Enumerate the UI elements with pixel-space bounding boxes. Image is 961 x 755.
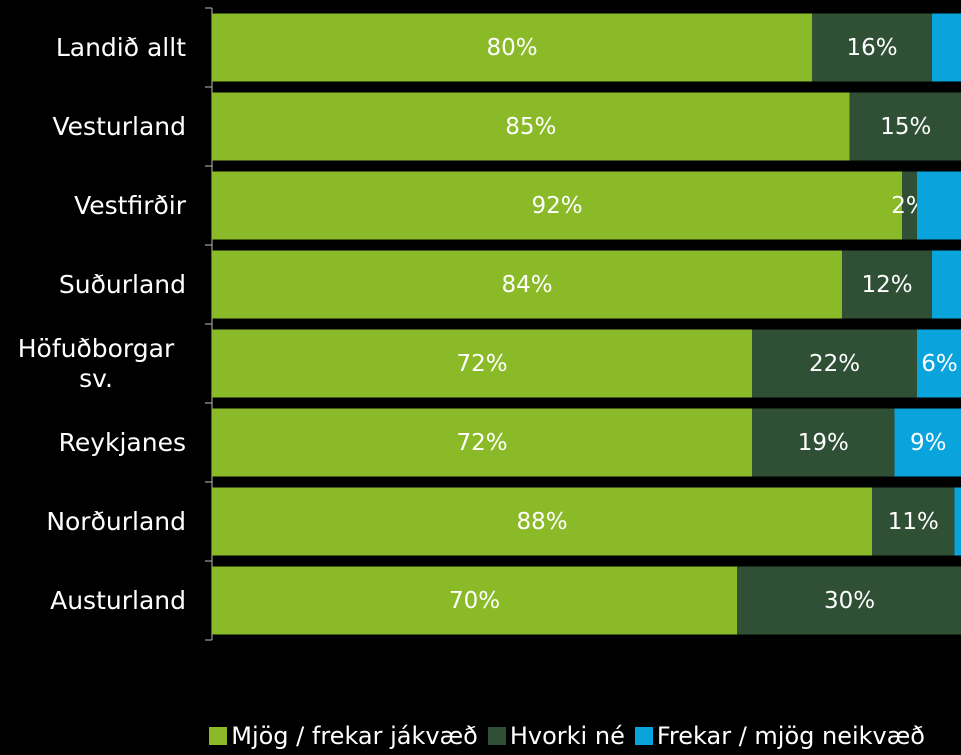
bar-segment	[954, 487, 961, 556]
legend-item: Mjög / frekar jákvæð	[209, 722, 478, 750]
legend-swatch	[487, 727, 506, 745]
bar-segment	[212, 487, 872, 556]
bar-segment	[812, 13, 932, 82]
data-label: 9%	[910, 430, 947, 456]
plot: 80% 16%85% 15%92% 2%84% 12%72% 22% 6%72% 19% 9%8…	[205, 7, 961, 641]
category-label: Höfuðborgar sv.	[17, 333, 175, 393]
category-label: Landið allt	[55, 32, 186, 62]
bar-segment	[752, 408, 895, 477]
data-label: 88%	[516, 509, 567, 535]
bar-segment	[849, 92, 961, 161]
bar-segment	[917, 329, 961, 398]
bar-segment	[212, 171, 902, 240]
legend: Mjög / frekar jákvæð Hvorki né Frekar / mj…	[0, 722, 961, 750]
bar-segment	[212, 408, 752, 477]
bar-segment	[932, 13, 961, 82]
data-label: 11%	[888, 509, 939, 535]
bar-segment	[902, 171, 917, 240]
bar-segment	[917, 171, 961, 240]
legend-label: Hvorki né	[509, 722, 625, 750]
bar-segment	[872, 487, 955, 556]
data-label: 70%	[449, 588, 500, 614]
data-label: 72%	[456, 430, 507, 456]
category-label: Vesturland	[52, 111, 186, 141]
bar-segment	[932, 250, 961, 319]
data-label: 80%	[486, 35, 537, 61]
data-label: 22%	[809, 351, 860, 377]
bar-segment	[752, 329, 917, 398]
legend-label: Frekar / mjög neikvæð	[656, 722, 925, 750]
data-label: 92%	[531, 193, 582, 219]
category-label: Austurland	[50, 585, 186, 615]
data-label: 85%	[505, 114, 556, 140]
bar-segment	[212, 329, 752, 398]
legend-swatch	[634, 727, 653, 745]
data-label: 6%	[921, 351, 958, 377]
bar-segment	[842, 250, 932, 319]
bar-segment	[737, 566, 961, 635]
data-label: 72%	[456, 351, 507, 377]
category-label: Vestfirðir	[74, 190, 186, 220]
data-label: 84%	[501, 272, 552, 298]
data-label: 19%	[798, 430, 849, 456]
category-label: Suðurland	[58, 269, 186, 299]
data-label: 16%	[846, 35, 897, 61]
data-label: 12%	[861, 272, 912, 298]
bar-segment	[212, 13, 812, 82]
bar-segment	[212, 566, 737, 635]
legend-item: Frekar / mjög neikvæð	[634, 722, 925, 750]
category-label: Reykjanes	[58, 427, 186, 457]
bar-segment	[212, 250, 842, 319]
legend-label: Mjög / frekar jákvæð	[231, 722, 478, 750]
bar-segment	[212, 92, 850, 161]
legend-item: Hvorki né	[487, 722, 625, 750]
data-label: 30%	[824, 588, 875, 614]
category-label: Norðurland	[46, 506, 186, 536]
legend-swatch	[209, 727, 228, 745]
bar-segment	[894, 408, 961, 477]
data-label: 15%	[880, 114, 931, 140]
